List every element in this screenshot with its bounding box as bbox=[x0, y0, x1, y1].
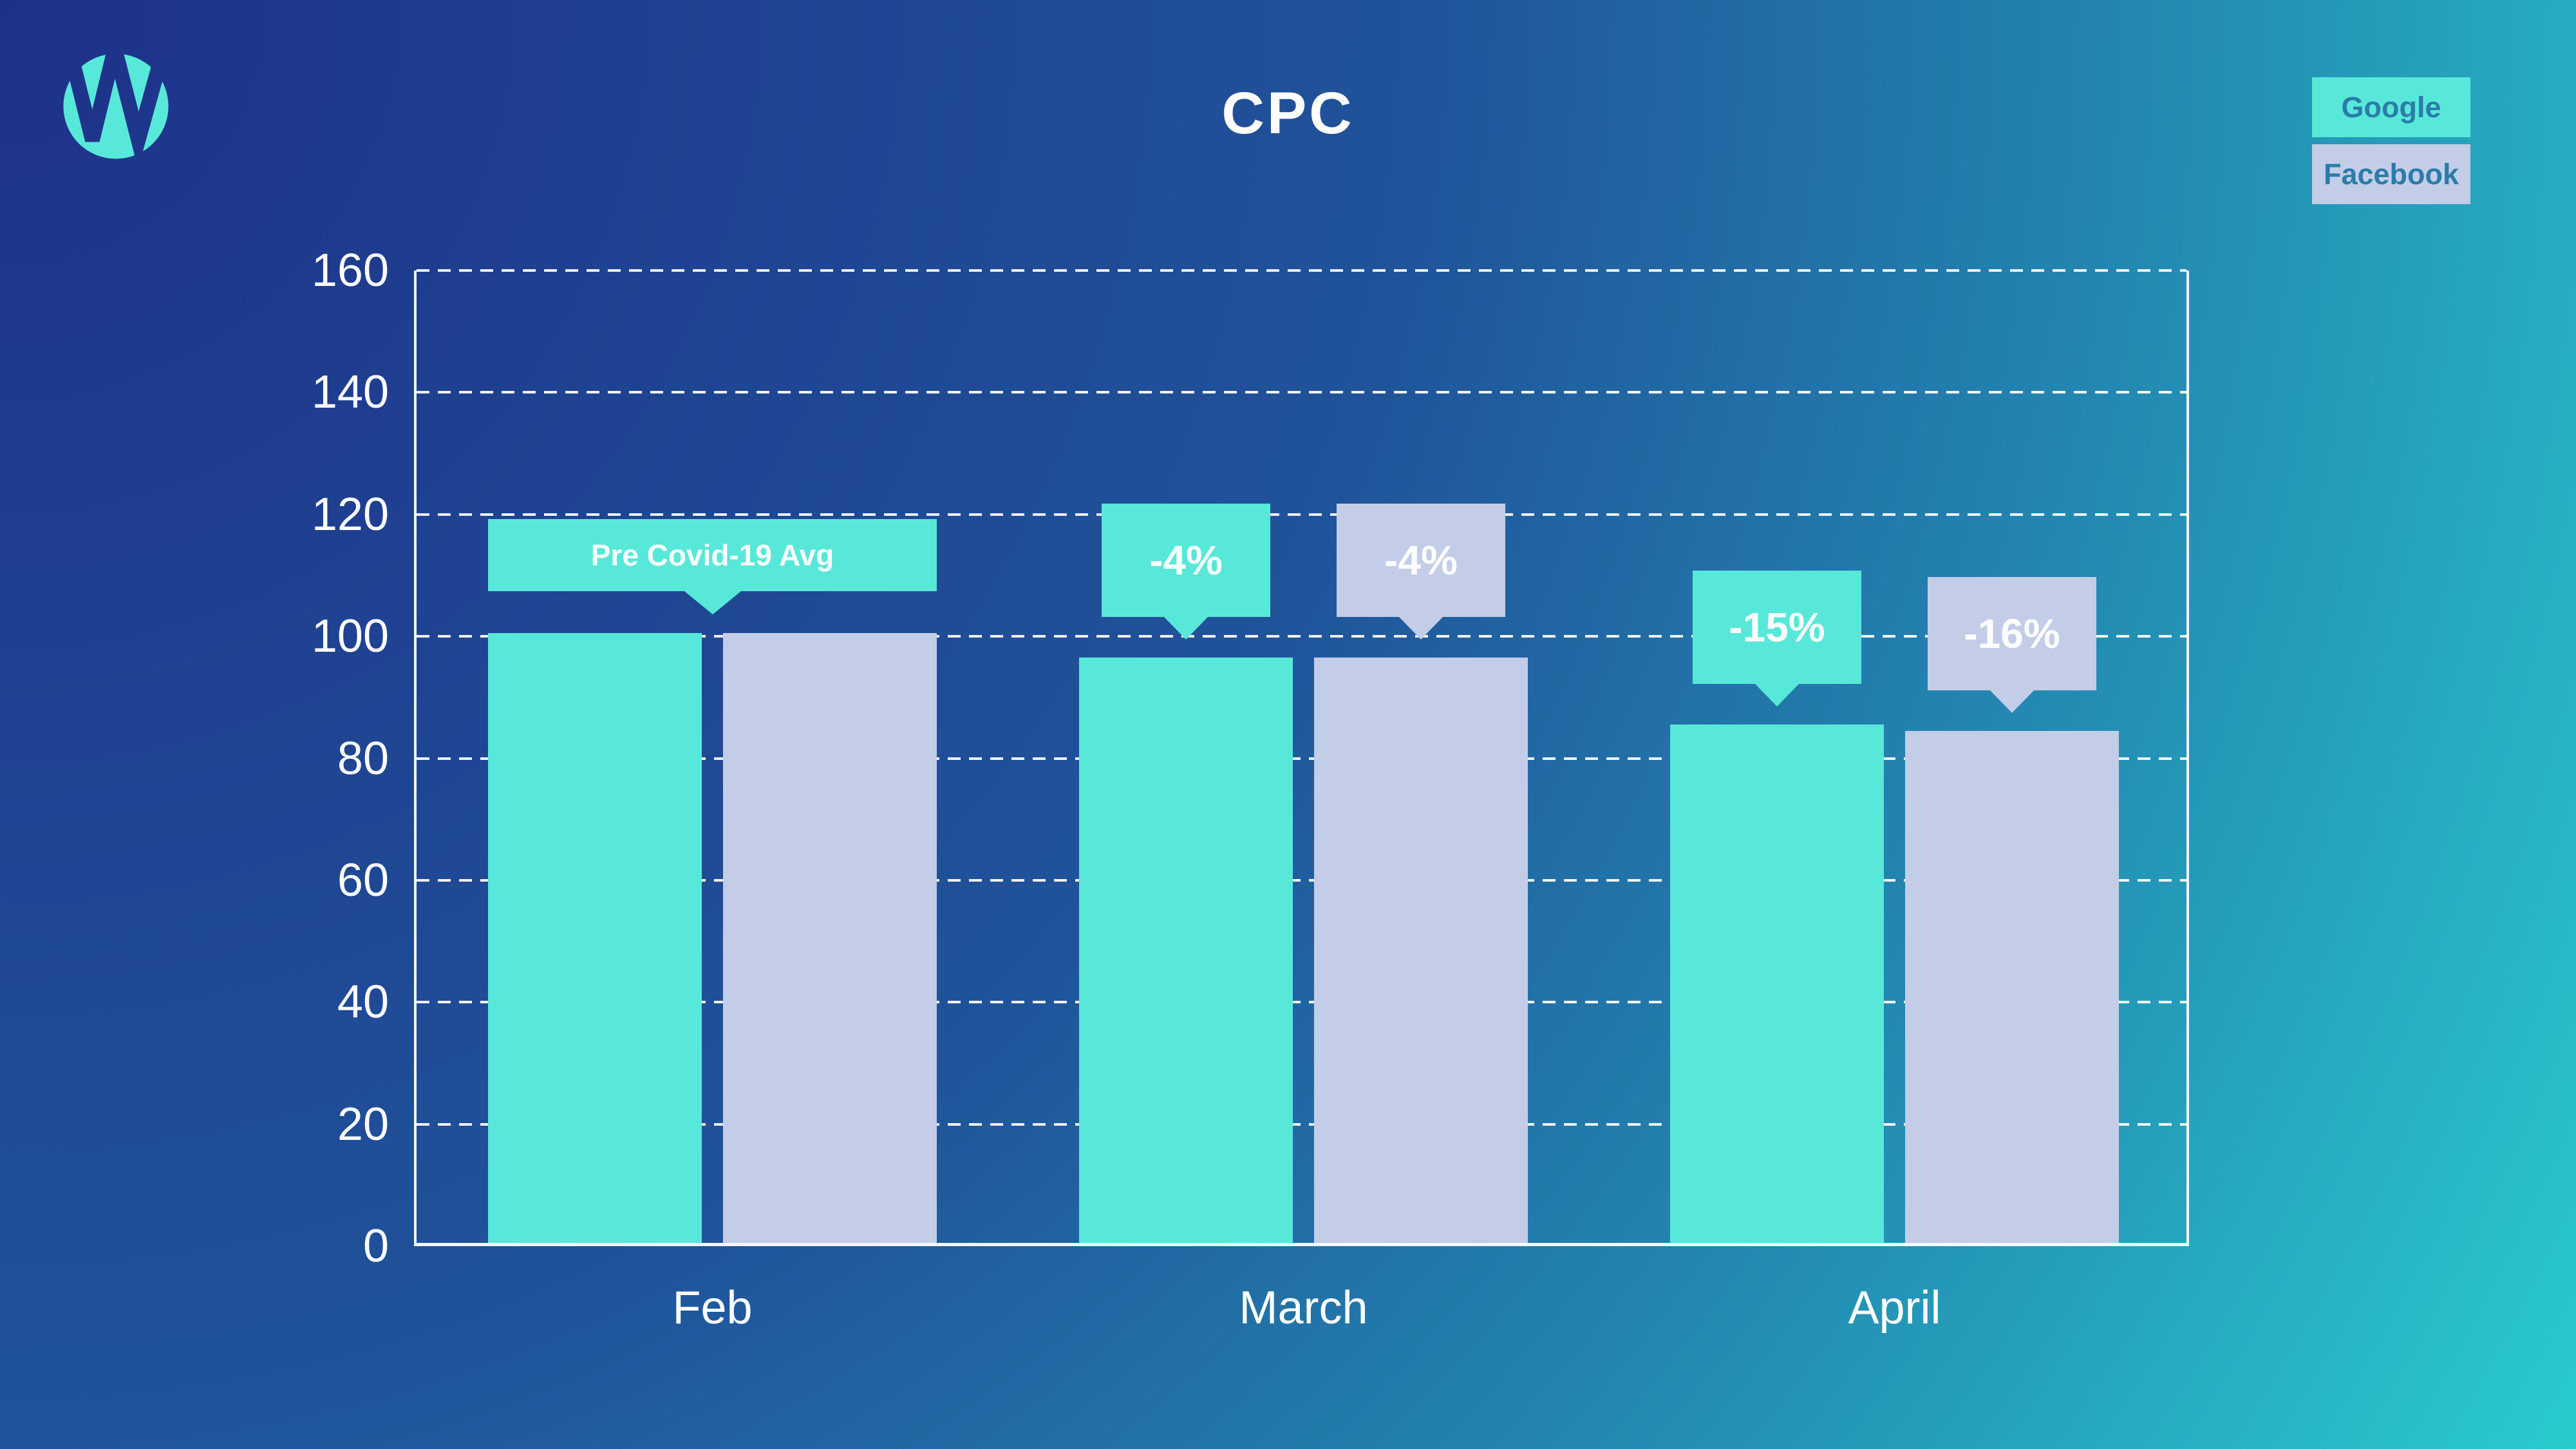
annotation-feb-pair: Pre Covid-19 Avg bbox=[488, 519, 937, 615]
y-tick-label-100: 100 bbox=[311, 611, 389, 663]
annotation-march-facebook: -4% bbox=[1337, 504, 1505, 639]
annotation-label: -15% bbox=[1693, 571, 1861, 685]
annotation-april-facebook: -16% bbox=[1928, 576, 2096, 713]
y-tick-label-140: 140 bbox=[311, 366, 389, 419]
legend-item-facebook[interactable]: Facebook bbox=[2312, 144, 2470, 204]
bar-facebook-march bbox=[1314, 658, 1528, 1243]
annotation-tail bbox=[684, 591, 741, 615]
gridline-100 bbox=[417, 635, 2186, 638]
legend-label-facebook: Facebook bbox=[2323, 157, 2459, 191]
plot-area: 0 20 40 60 80 100 120 140 160 Feb March April Pre Co… bbox=[312, 247, 2189, 1334]
gridline-160 bbox=[417, 269, 2186, 272]
gridline-120 bbox=[417, 513, 2186, 516]
y-tick-label-40: 40 bbox=[337, 976, 389, 1028]
annotation-label: -4% bbox=[1337, 504, 1505, 617]
annotation-tail bbox=[1755, 684, 1799, 707]
legend-item-google[interactable]: Google bbox=[2312, 77, 2470, 137]
annotation-april-google: -15% bbox=[1693, 571, 1861, 707]
annotation-label: -4% bbox=[1102, 504, 1270, 617]
annotation-label: Pre Covid-19 Avg bbox=[488, 519, 937, 592]
annotation-march-google: -4% bbox=[1102, 504, 1270, 639]
y-tick-label-120: 120 bbox=[311, 488, 389, 540]
x-tick-label-april: April bbox=[1848, 1282, 1941, 1334]
gridline-20 bbox=[417, 1122, 2186, 1126]
page-title: CPC bbox=[1221, 80, 1355, 146]
w-mark-icon bbox=[63, 53, 169, 159]
gridline-40 bbox=[417, 1001, 2186, 1004]
gridline-60 bbox=[417, 878, 2186, 882]
annotation-tail bbox=[1164, 617, 1208, 639]
bar-google-april bbox=[1670, 724, 1884, 1243]
y-tick-label-80: 80 bbox=[337, 732, 389, 784]
annotation-label: -16% bbox=[1928, 576, 2096, 690]
y-tick-label-20: 20 bbox=[337, 1098, 389, 1150]
y-tick-label-60: 60 bbox=[337, 854, 389, 906]
x-tick-label-feb: Feb bbox=[672, 1282, 753, 1334]
brand-logo bbox=[61, 52, 171, 161]
legend: Google Facebook bbox=[2312, 77, 2470, 211]
gridline-80 bbox=[417, 757, 2186, 760]
annotation-tail bbox=[1990, 690, 2034, 713]
bar-facebook-april bbox=[1905, 730, 2119, 1243]
x-tick-label-march: March bbox=[1239, 1282, 1368, 1334]
y-tick-label-0: 0 bbox=[362, 1220, 389, 1272]
bar-facebook-feb bbox=[723, 633, 937, 1243]
y-tick-label-160: 160 bbox=[311, 245, 389, 296]
bar-google-march bbox=[1079, 658, 1293, 1243]
bar-google-feb bbox=[488, 633, 702, 1243]
gridline-140 bbox=[417, 391, 2186, 394]
annotation-tail bbox=[1399, 617, 1443, 639]
legend-label-google: Google bbox=[2341, 90, 2441, 124]
